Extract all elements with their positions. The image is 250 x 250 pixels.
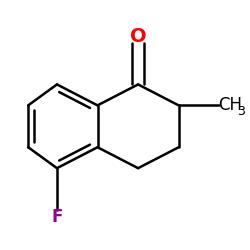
Text: F: F [51, 208, 63, 226]
Text: CH: CH [218, 96, 242, 114]
Text: O: O [130, 26, 146, 46]
Text: 3: 3 [237, 105, 245, 118]
